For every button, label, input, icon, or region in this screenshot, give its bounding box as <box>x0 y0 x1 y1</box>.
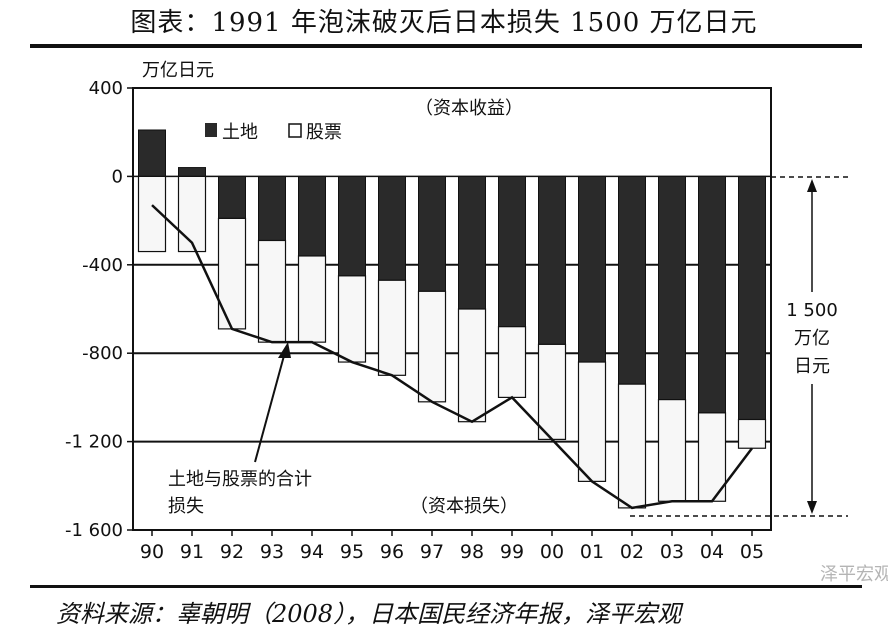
bar-stock <box>177 175 207 253</box>
x-tick-label: 99 <box>500 541 524 563</box>
bar-stock <box>497 326 527 398</box>
callout-arrow-shaft <box>254 351 286 463</box>
bracket-label-unit: 万亿 <box>794 328 830 349</box>
bar-stock <box>137 175 167 253</box>
callout-line-2: 损失 <box>168 496 204 517</box>
y-tick-label: -1 200 <box>65 432 123 453</box>
legend-swatch-stock <box>288 123 302 138</box>
bar-land <box>498 175 526 328</box>
bar-stock <box>737 418 767 449</box>
legend: 土地 股票 <box>205 122 342 143</box>
bar-stock <box>377 279 407 376</box>
bar-land <box>138 129 166 177</box>
x-tick-label: 04 <box>700 541 724 563</box>
watermark-logo: 泽平宏观 <box>820 564 888 585</box>
x-tick-label: 03 <box>660 541 684 563</box>
bar-land <box>618 175 646 385</box>
x-tick-label: 92 <box>220 541 244 563</box>
y-tick-label: 0 <box>112 166 123 187</box>
source-rule <box>30 585 862 588</box>
x-tick-label: 96 <box>380 541 404 563</box>
bar-land <box>698 175 726 414</box>
bar-land <box>178 167 206 177</box>
bar-stock <box>577 361 607 482</box>
x-tick-label: 93 <box>260 541 284 563</box>
plot-frame <box>132 87 772 531</box>
bar-land <box>218 175 246 219</box>
title-rule <box>30 44 862 48</box>
y-axis-ticks: 400 0 -400 -800 -1 200 -1 600 <box>65 78 133 541</box>
bar-land <box>578 175 606 363</box>
bar-land <box>418 175 446 292</box>
bracket-arrow-down <box>807 501 817 514</box>
bar-land <box>258 175 286 241</box>
bar-stock <box>337 275 367 363</box>
x-tick-label: 90 <box>140 541 164 563</box>
capital-loss-label: （资本损失） <box>410 496 518 517</box>
x-tick-label: 94 <box>300 541 324 563</box>
source-note: 资料来源：辜朝明（2008），日本国民经济年报，泽平宏观 <box>56 600 682 628</box>
figure-title: 图表：1991 年泡沫破灭后日本损失 1500 万亿日元 <box>130 8 758 38</box>
x-tick-label: 05 <box>740 541 764 563</box>
y-tick-label: 400 <box>89 78 123 99</box>
bar-land <box>458 175 486 310</box>
bar-land <box>298 175 326 257</box>
x-tick-label: 95 <box>340 541 364 563</box>
bar-stock <box>657 399 687 502</box>
y-tick-label: -400 <box>82 255 123 276</box>
legend-label-stock: 股票 <box>306 122 342 143</box>
x-tick-label: 97 <box>420 541 444 563</box>
x-tick-label: 00 <box>540 541 564 563</box>
bar-land <box>338 175 366 277</box>
capital-gain-label: （资本收益） <box>415 98 523 119</box>
bar-land <box>538 175 566 345</box>
callout: 土地与股票的合计 损失 <box>168 342 312 517</box>
x-tick-label: 98 <box>460 541 484 563</box>
bracket-label-currency: 日元 <box>794 356 830 377</box>
bracket-arrow-up <box>807 179 817 192</box>
legend-label-land: 土地 <box>222 122 258 143</box>
bar-land <box>378 175 406 281</box>
y-axis-unit-label: 万亿日元 <box>142 60 214 81</box>
bracket-label-amount: 1 500 <box>786 300 838 321</box>
total-loss-line <box>151 204 753 510</box>
bar-stock <box>617 383 647 509</box>
x-axis-ticks: 90 91 92 93 94 95 96 97 98 99 00 01 02 03 04 05 <box>140 530 764 563</box>
bar-stock <box>217 217 247 330</box>
bar-stock <box>537 343 567 440</box>
bars <box>137 129 767 509</box>
x-tick-label: 02 <box>620 541 644 563</box>
bar-stock <box>257 239 287 343</box>
bracket: 1 500 万亿 日元 <box>630 176 848 517</box>
y-tick-label: -1 600 <box>65 520 123 541</box>
legend-swatch-land <box>205 123 217 137</box>
x-tick-label: 01 <box>580 541 604 563</box>
x-tick-label: 91 <box>180 541 204 563</box>
bar-stock <box>417 290 447 403</box>
bar-land <box>738 175 766 420</box>
callout-arrowhead <box>278 342 291 358</box>
bar-stock <box>297 255 327 343</box>
y-tick-label: -800 <box>82 343 123 364</box>
bar-stock <box>457 308 487 423</box>
bar-land <box>658 175 686 401</box>
callout-line-1: 土地与股票的合计 <box>168 469 312 490</box>
